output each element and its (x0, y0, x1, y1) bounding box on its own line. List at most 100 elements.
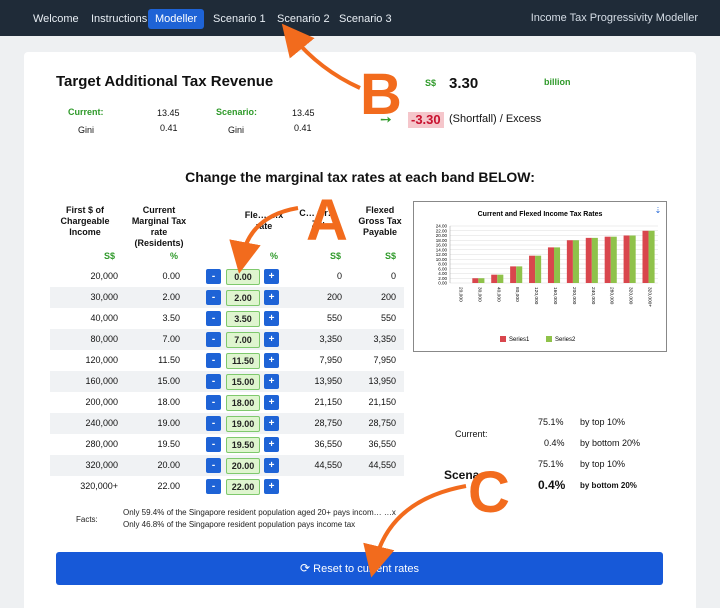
header-first-dollar: First $ of Chargeable Income (60, 205, 110, 237)
increase-rate-button[interactable]: + (264, 353, 279, 368)
flexed-rate-input[interactable]: 3.50 (226, 311, 260, 327)
increase-rate-button[interactable]: + (264, 416, 279, 431)
current-rate: 19.50 (157, 439, 180, 449)
current-gross-tax: 44,550 (314, 460, 342, 470)
increase-rate-button[interactable]: + (264, 290, 279, 305)
target-title: Target Additional Tax Revenue (56, 73, 274, 90)
decrease-rate-button[interactable]: - (206, 437, 221, 452)
decrease-rate-button[interactable]: - (206, 479, 221, 494)
stat-scenario-bottom-desc: by bottom 20% (580, 481, 637, 490)
current-gross-tax: 28,750 (314, 418, 342, 428)
x-tick-label: 30,000 (476, 287, 482, 302)
app-title: Income Tax Progressivity Modeller (530, 12, 698, 24)
increase-rate-button[interactable]: + (264, 374, 279, 389)
current-rate: 7.00 (162, 334, 180, 344)
stat-current-top-desc: by top 10% (580, 417, 626, 427)
flexed-rate-input[interactable]: 7.00 (226, 332, 260, 348)
current-gini-label: Gini (78, 125, 95, 135)
chart-bar-series1 (510, 266, 517, 283)
flexed-rate-input[interactable]: 2.00 (226, 290, 260, 306)
chart-bar-series2 (497, 274, 504, 283)
flexed-rate-input[interactable]: 19.50 (226, 437, 260, 453)
nav-modeller[interactable]: Modeller (148, 9, 205, 29)
scenario-gini-label: Gini (228, 125, 245, 135)
chart-bar-series2 (535, 255, 542, 283)
table-row: 20,000 0.00-0.00 +0 0 (50, 266, 404, 287)
rates-chart: Current and Flexed Income Tax Rates ⇣ 0.00… (436, 206, 662, 343)
increase-rate-button[interactable]: + (264, 458, 279, 473)
table-row: 30,000 2.00-2.00 +200 200 (50, 287, 404, 308)
stats-current-label: Current: (455, 429, 488, 439)
decrease-rate-button[interactable]: - (206, 332, 221, 347)
flexed-rate-input[interactable]: 0.00 (226, 269, 260, 285)
current-rate: 22.00 (157, 481, 180, 491)
flexed-rate-input[interactable]: 22.00 (226, 479, 260, 495)
scenario-revenue: 13.45 (292, 108, 315, 118)
increase-rate-button[interactable]: + (264, 437, 279, 452)
decrease-rate-button[interactable]: - (206, 290, 221, 305)
y-tick-label: 0.00 (438, 281, 447, 286)
decrease-rate-button[interactable]: - (206, 353, 221, 368)
flexed-gross-tax: 44,550 (368, 460, 396, 470)
stat-scenario-bottom-value: 0.4% (538, 478, 566, 492)
target-value[interactable]: 3.30 (449, 75, 479, 92)
stat-current-bottom-value: 0.4% (544, 438, 565, 448)
increase-rate-button[interactable]: + (264, 311, 279, 326)
download-icon[interactable]: ⇣ (655, 206, 662, 215)
y-tick-label: 16.00 (436, 243, 448, 248)
decrease-rate-button[interactable]: - (206, 269, 221, 284)
table-row: 320,000 20.00-20.00 +44,550 44,550 (50, 455, 404, 476)
chart-bar-series1 (566, 240, 573, 283)
current-label: Current: (68, 107, 104, 117)
flexed-rate-input[interactable]: 15.00 (226, 374, 260, 390)
flexed-rate-input[interactable]: 19.00 (226, 416, 260, 432)
chart-bar-series1 (529, 255, 536, 283)
current-gross-tax: 3,350 (319, 334, 342, 344)
current-gini: 0.41 (160, 123, 178, 133)
header-flexed-gross: Flexed Gross Tax Payable (358, 205, 402, 237)
band-threshold: 240,000 (85, 418, 118, 428)
nav-scenario-2[interactable]: Scenario 2 (277, 13, 330, 25)
table-row: 200,000 18.00-18.00 +21,150 21,150 (50, 392, 404, 413)
bands-heading: Change the marginal tax rates at each ba… (185, 169, 535, 185)
navbar: Welcome Instructions Modeller Scenario 1… (0, 0, 720, 36)
nav-instructions[interactable]: Instructions (91, 13, 148, 25)
current-gross-tax: 36,550 (314, 439, 342, 449)
nav-scenario-3[interactable]: Scenario 3 (339, 13, 392, 25)
increase-rate-button[interactable]: + (264, 269, 279, 284)
flexed-gross-tax: 36,550 (368, 439, 396, 449)
chart-bar-series1 (472, 278, 479, 283)
stats-scenario-label: Scena (444, 468, 480, 482)
decrease-rate-button[interactable]: - (206, 395, 221, 410)
y-tick-label: 22.00 (436, 228, 448, 233)
increase-rate-button[interactable]: + (264, 332, 279, 347)
current-gross-tax: 13,950 (314, 376, 342, 386)
band-threshold: 280,000 (85, 439, 118, 449)
increase-rate-button[interactable]: + (264, 395, 279, 410)
chart-bar-series2 (516, 266, 523, 283)
band-threshold: 200,000 (85, 397, 118, 407)
flexed-rate-input[interactable]: 11.50 (226, 353, 260, 369)
chart-bar-series1 (642, 230, 649, 283)
table-row: 320,000+ 22.00-22.00 + (50, 476, 404, 497)
table-row: 240,000 19.00-19.00 +28,750 28,750 (50, 413, 404, 434)
flexed-rate-input[interactable]: 18.00 (226, 395, 260, 411)
decrease-rate-button[interactable]: - (206, 374, 221, 389)
facts-label: Facts: (76, 515, 98, 524)
flexed-rate-input[interactable]: 20.00 (226, 458, 260, 474)
decrease-rate-button[interactable]: - (206, 458, 221, 473)
current-gross-tax: 550 (326, 313, 342, 323)
chart-bar-series2 (478, 278, 485, 283)
header-flexed-rate: Fle… …x rate (244, 210, 284, 231)
decrease-rate-button[interactable]: - (206, 416, 221, 431)
reset-button[interactable]: ⟳ Reset to current rates (56, 552, 663, 585)
nav-scenario-1[interactable]: Scenario 1 (213, 13, 266, 25)
target-unit: billion (544, 77, 571, 87)
decrease-rate-button[interactable]: - (206, 311, 221, 326)
x-tick-label: 200,000 (571, 287, 577, 305)
nav-welcome[interactable]: Welcome (33, 13, 79, 25)
stat-scenario-top-desc: by top 10% (580, 459, 626, 469)
chart-bar-series2 (629, 235, 636, 283)
increase-rate-button[interactable]: + (264, 479, 279, 494)
rates-chart-panel: Current and Flexed Income Tax Rates ⇣ 0.00… (413, 201, 667, 352)
